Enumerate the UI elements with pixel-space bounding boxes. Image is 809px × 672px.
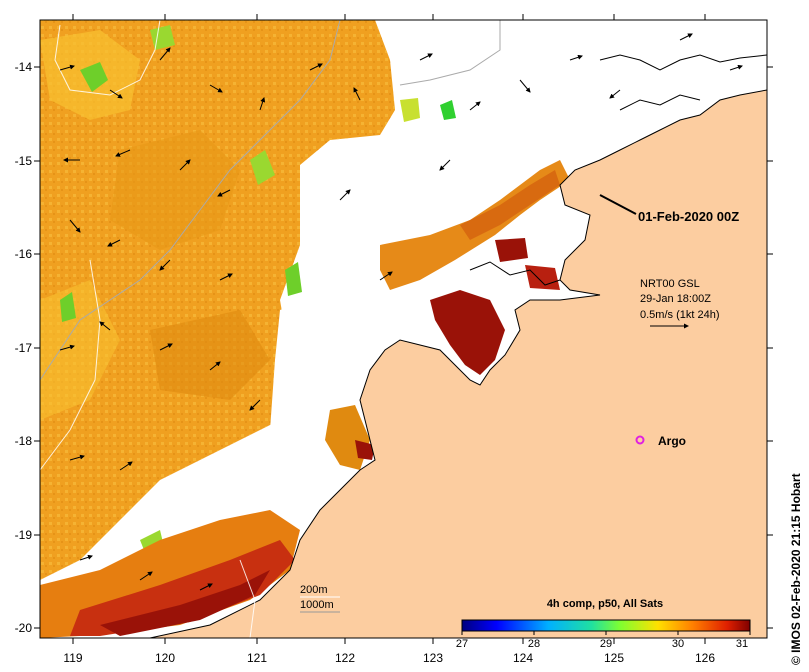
date-label: 01-Feb-2020 00Z	[638, 209, 739, 224]
depth-label-1000: 1000m	[300, 599, 334, 611]
lon-label: 125	[604, 651, 624, 665]
lat-label: -19	[15, 528, 33, 542]
legend-source: NRT00 GSL	[640, 278, 700, 290]
latitude-labels: -14 -15 -16 -17 -18 -19 -20	[15, 60, 33, 635]
sst-field	[40, 20, 570, 638]
colorbar-tick: 30	[672, 638, 684, 650]
credit-text: © IMOS 02-Feb-2020 21:15 Hobart	[789, 473, 803, 665]
lon-label: 124	[513, 651, 533, 665]
colorbar-tick: 29	[600, 638, 612, 650]
argo-symbol	[635, 435, 645, 445]
cloud-gaps	[140, 130, 440, 530]
colorbar-tick: 31	[736, 638, 748, 650]
colorbar: 4h comp, p50, All Sats 27 28 29 30 31	[456, 598, 751, 650]
argo-marker: Argo	[635, 434, 686, 448]
colorbar-tick: 28	[528, 638, 540, 650]
current-vectors	[59, 33, 743, 591]
date-pointer	[599, 194, 637, 215]
lat-label: -18	[15, 434, 33, 448]
colorbar-gradient	[461, 619, 751, 632]
lat-label: -14	[15, 60, 33, 74]
lon-label: 120	[155, 651, 175, 665]
legend-scale: 0.5m/s (1kt 24h)	[640, 309, 719, 321]
lon-label: 121	[247, 651, 267, 665]
axis-ticks	[34, 14, 773, 644]
colorbar-title: 4h comp, p50, All Sats	[547, 598, 663, 610]
lon-label: 123	[423, 651, 443, 665]
lat-label: -20	[15, 621, 33, 635]
lon-label: 119	[63, 651, 82, 665]
lat-label: -15	[15, 154, 33, 168]
depth-legend: 200m 1000m	[300, 584, 340, 613]
lon-label: 126	[695, 651, 715, 665]
argo-label: Argo	[658, 434, 686, 448]
colorbar-tick: 27	[456, 638, 468, 650]
longitude-labels: 119 120 121 122 123 124 125 126	[63, 651, 715, 665]
lat-label: -17	[15, 341, 33, 355]
depth-contours	[39, 19, 501, 381]
land-mass	[150, 90, 767, 638]
depth-label-200: 200m	[300, 584, 328, 596]
legend-time: 29-Jan 18:00Z	[640, 293, 711, 305]
plot-frame	[39, 19, 768, 639]
lon-label: 122	[335, 651, 355, 665]
coastline	[149, 54, 768, 639]
lat-label: -16	[15, 247, 33, 261]
current-legend: NRT00 GSL 29-Jan 18:00Z 0.5m/s (1kt 24h)	[640, 278, 719, 329]
